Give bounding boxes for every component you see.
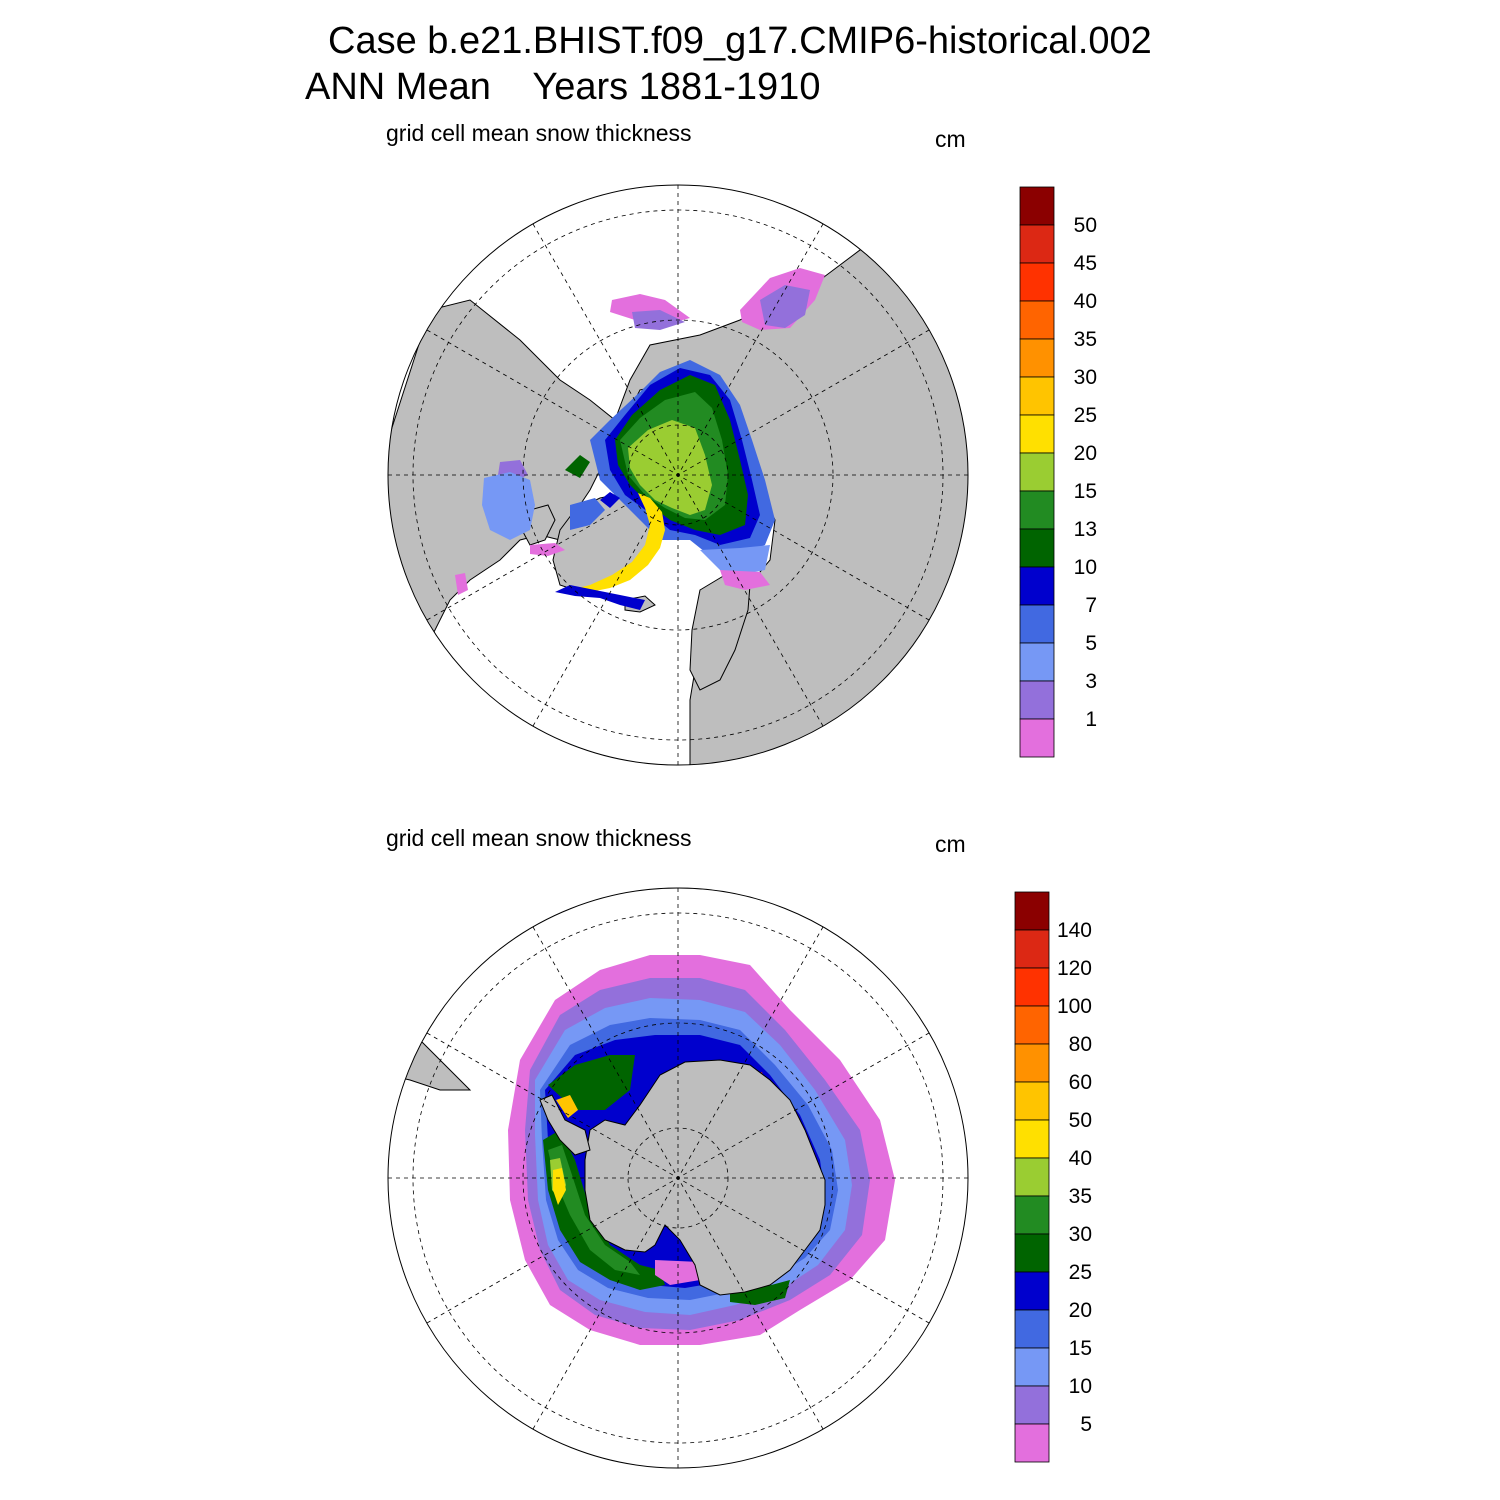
north-panel-units: cm (935, 126, 966, 152)
south-colorbar-label: 25 (1069, 1261, 1092, 1284)
north-colorbar-label: 7 (1085, 594, 1097, 617)
north-colorbar-label: 35 (1074, 328, 1097, 351)
north-colorbar-label: 45 (1074, 252, 1097, 275)
figure-title-case: Case b.e21.BHIST.f09_g17.CMIP6-historica… (328, 20, 1152, 62)
north-polar-map (387, 184, 969, 766)
south-colorbar-box (1014, 1157, 1050, 1197)
south-colorbar-box (1014, 1423, 1050, 1463)
south-land-peninsula (539, 1094, 591, 1156)
south-colorbar-label: 50 (1069, 1109, 1092, 1132)
north-colorbar-box (1019, 718, 1055, 758)
north-colorbar-box (1019, 490, 1055, 530)
south-panel-units: cm (935, 831, 966, 857)
north-colorbar-label: 13 (1074, 518, 1097, 541)
north-colorbar-label: 1 (1085, 708, 1097, 731)
south-colorbar-box (1014, 1043, 1050, 1083)
north-colorbar-box (1019, 262, 1055, 302)
north-colorbar-label: 20 (1074, 442, 1097, 465)
south-colorbar-label: 15 (1069, 1337, 1092, 1360)
north-colorbar-box (1019, 224, 1055, 264)
north-colorbar-box (1019, 604, 1055, 644)
south-colorbar-box (1014, 1081, 1050, 1121)
south-colorbar-label: 100 (1057, 995, 1092, 1018)
south-colorbar-box (1014, 1005, 1050, 1045)
north-colorbar-box (1019, 376, 1055, 416)
south-colorbar-label: 140 (1057, 919, 1092, 942)
north-colorbar-label: 10 (1074, 556, 1097, 579)
north-colorbar-label: 40 (1074, 290, 1097, 313)
north-colorbar-box (1019, 528, 1055, 568)
north-panel-title: grid cell mean snow thickness (386, 120, 692, 146)
south-colorbar-box (1014, 1347, 1050, 1387)
north-colorbar: 50 45 40 35 30 25 20 15 13 10 7 5 3 1 (1019, 186, 1097, 758)
north-colorbar-label: 50 (1074, 214, 1097, 237)
south-colorbar-box (1014, 1271, 1050, 1311)
south-colorbar-label: 120 (1057, 957, 1092, 980)
south-colorbar-label: 80 (1069, 1033, 1092, 1056)
south-colorbar-label: 5 (1080, 1413, 1092, 1436)
south-colorbar: 140 120 100 80 60 50 40 35 30 25 20 15 10 5 (1014, 891, 1092, 1463)
north-colorbar-box (1019, 414, 1055, 454)
south-colorbar-box (1014, 1119, 1050, 1159)
south-colorbar-label: 40 (1069, 1147, 1092, 1170)
south-polar-map (387, 887, 969, 1469)
north-colorbar-box (1019, 300, 1055, 340)
south-colorbar-box (1014, 929, 1050, 969)
south-colorbar-box (1014, 1233, 1050, 1273)
north-colorbar-box (1019, 338, 1055, 378)
south-colorbar-box (1014, 967, 1050, 1007)
south-panel-title: grid cell mean snow thickness (386, 825, 692, 851)
north-colorbar-label: 25 (1074, 404, 1097, 427)
north-colorbar-box (1019, 680, 1055, 720)
south-colorbar-box (1014, 1195, 1050, 1235)
north-colorbar-box (1019, 642, 1055, 682)
south-colorbar-box (1014, 1309, 1050, 1349)
figure-title-period: ANN Mean Years 1881-1910 (305, 66, 821, 108)
north-colorbar-box (1019, 186, 1055, 226)
north-colorbar-box (1019, 566, 1055, 606)
north-colorbar-label: 30 (1074, 366, 1097, 389)
south-colorbar-label: 60 (1069, 1071, 1092, 1094)
south-colorbar-box (1014, 891, 1050, 931)
south-colorbar-label: 35 (1069, 1185, 1092, 1208)
north-colorbar-box (1019, 452, 1055, 492)
south-land-antarctica (584, 1059, 826, 1296)
south-colorbar-label: 30 (1069, 1223, 1092, 1246)
north-colorbar-label: 5 (1085, 632, 1097, 655)
south-colorbar-label: 20 (1069, 1299, 1092, 1322)
north-colorbar-label: 3 (1085, 670, 1097, 693)
south-colorbar-box (1014, 1385, 1050, 1425)
south-colorbar-label: 10 (1069, 1375, 1092, 1398)
north-colorbar-label: 15 (1074, 480, 1097, 503)
